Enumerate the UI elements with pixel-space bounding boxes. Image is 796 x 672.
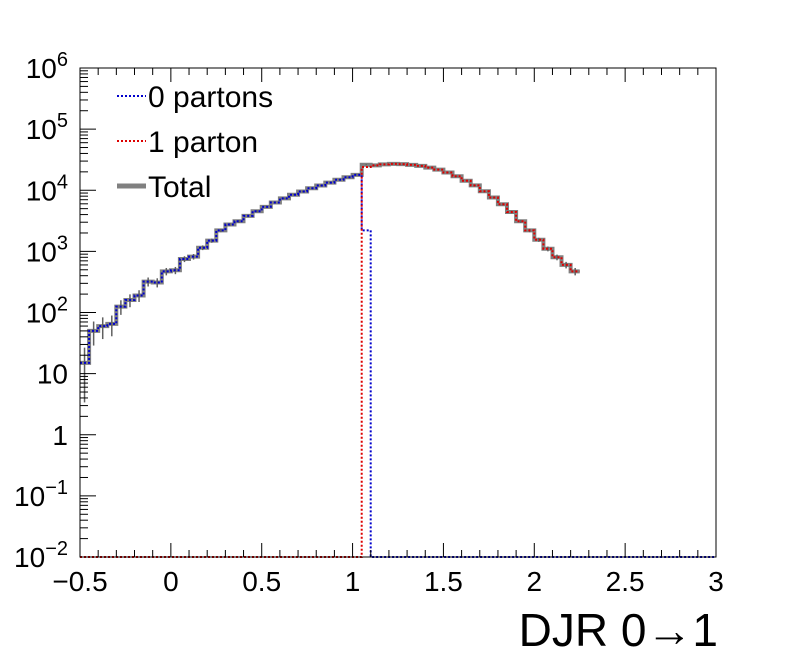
y-tick-exponent: 6: [57, 49, 68, 71]
x-tick-label: −0.5: [52, 566, 107, 597]
y-tick-label: 1: [52, 420, 68, 451]
y-tick-base: 10: [26, 236, 57, 267]
legend-label: Total: [148, 171, 211, 204]
x-tick-label: 0.5: [242, 566, 281, 597]
y-tick-label: 10: [37, 359, 68, 390]
y-tick-base: 10: [26, 114, 57, 145]
y-tick-label: 103: [26, 232, 68, 267]
y-tick-base: 10: [14, 481, 45, 512]
y-tick-exponent: −2: [45, 538, 68, 560]
x-tick-labels: −0.5 0 0.5 1 1.5 2 2.5 3: [52, 566, 723, 597]
histogram-1-parton: [80, 162, 580, 558]
tick-marks: [79, 67, 717, 558]
y-tick-exponent: −1: [45, 477, 68, 499]
y-tick-label: 104: [26, 171, 68, 206]
x-tick-label: 3: [708, 566, 724, 597]
y-tick-base: 10: [26, 175, 57, 206]
y-tick-base: 10: [26, 298, 57, 329]
x-tick-label: 0: [163, 566, 179, 597]
x-tick-label: 2.5: [606, 566, 645, 597]
legend-label: 0 partons: [148, 81, 273, 114]
y-tick-exponent: 2: [57, 294, 68, 316]
y-tick-label: 106: [26, 49, 68, 84]
y-tick-label: 102: [26, 294, 68, 329]
x-tick-label: 1.5: [424, 566, 463, 597]
x-tick-label: 2: [526, 566, 542, 597]
y-tick-exponent: 4: [57, 171, 68, 193]
legend: 0 partons 1 parton Total: [117, 81, 273, 204]
y-tick-exponent: 3: [57, 232, 68, 254]
y-tick-base: 10: [37, 359, 68, 390]
y-tick-label: 10−1: [14, 477, 68, 512]
y-tick-label: 105: [26, 110, 68, 145]
y-tick-base: 10: [14, 542, 45, 573]
y-tick-exponent: 5: [57, 110, 68, 132]
y-tick-base: 1: [52, 420, 68, 451]
x-tick-label: 1: [345, 566, 361, 597]
y-tick-label: 10−2: [14, 538, 68, 573]
legend-label: 1 parton: [148, 126, 258, 159]
y-tick-base: 10: [26, 53, 57, 84]
x-axis-title: DJR 0→1: [519, 604, 718, 656]
